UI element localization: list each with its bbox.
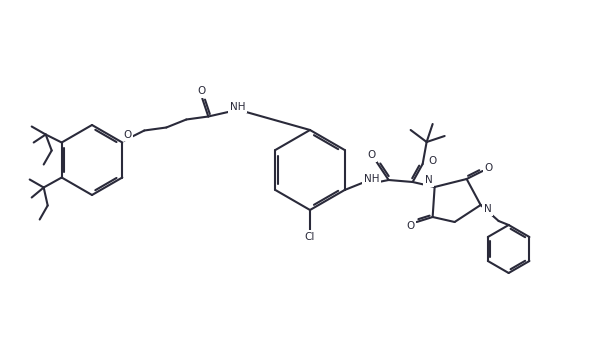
- Text: O: O: [123, 130, 131, 140]
- Text: O: O: [484, 163, 493, 173]
- Text: NH: NH: [364, 174, 379, 184]
- Text: O: O: [197, 87, 206, 96]
- Text: O: O: [428, 156, 437, 166]
- Text: N: N: [484, 204, 492, 214]
- Text: N: N: [425, 175, 432, 185]
- Text: O: O: [367, 150, 376, 160]
- Text: Cl: Cl: [305, 232, 315, 242]
- Text: NH: NH: [229, 102, 245, 111]
- Text: O: O: [406, 221, 415, 231]
